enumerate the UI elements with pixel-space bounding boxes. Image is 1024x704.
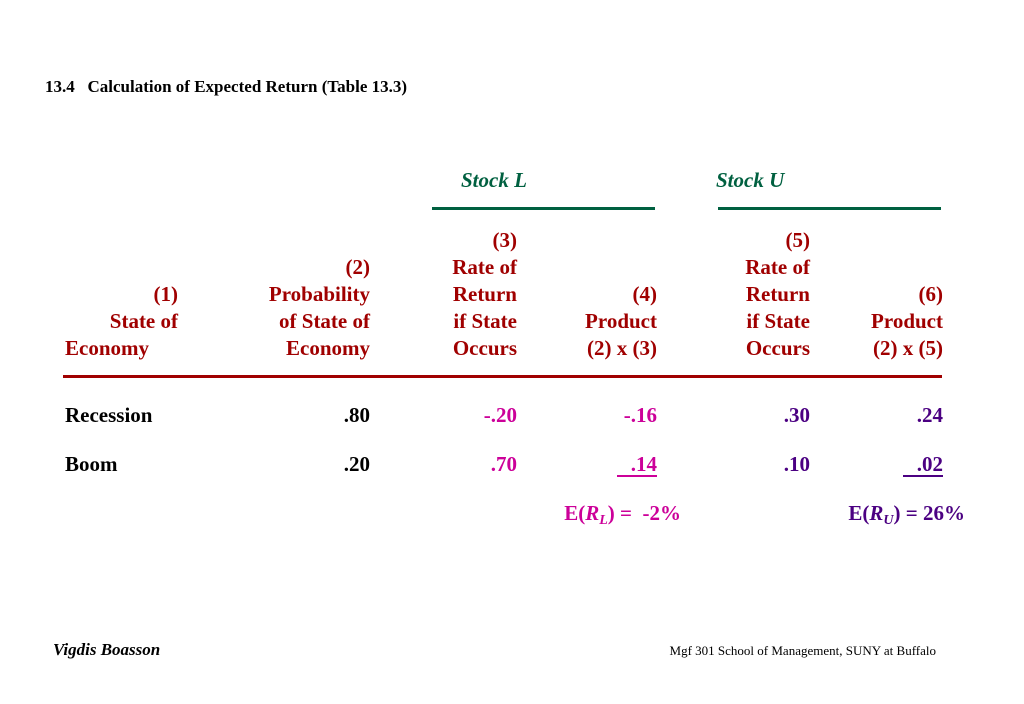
column-header: (2): [345, 255, 371, 279]
column-header: Rate of: [452, 255, 517, 279]
column-header: Product: [871, 309, 943, 333]
group-rule: [432, 207, 655, 210]
column-header: Economy: [65, 336, 149, 360]
sum-rule: [903, 475, 943, 477]
header-rule: [63, 375, 942, 378]
text: ) = -2%: [607, 501, 681, 525]
variable: R: [585, 501, 600, 525]
cell-value: -.20: [483, 403, 517, 427]
column-header: Occurs: [452, 336, 517, 360]
footer-author: Vigdis Boasson: [53, 640, 161, 659]
text: ) = 26%: [893, 501, 965, 525]
cell-value: .24: [916, 403, 943, 427]
column-header: Product: [585, 309, 657, 333]
expected-return: E(RL) = -2%: [564, 503, 681, 528]
cell-value: .02: [916, 452, 943, 476]
row-label: Recession: [65, 403, 153, 427]
column-header: (1): [153, 282, 179, 306]
expected-return: E(RU) = 26%: [848, 503, 965, 528]
variable: R: [869, 501, 884, 525]
cell-value: .80: [343, 403, 370, 427]
title: 13.4 Calculation of Expected Return (Tab…: [45, 77, 408, 96]
column-header: Probability: [268, 282, 370, 306]
column-header: State of: [109, 309, 178, 333]
column-header: (4): [632, 282, 658, 306]
text: E(: [564, 501, 586, 525]
group-header: Stock U: [716, 168, 785, 192]
column-header: (2) x (3): [587, 336, 657, 360]
cell-value: .10: [783, 452, 810, 476]
column-header: Return: [745, 282, 810, 306]
column-header: Economy: [286, 336, 370, 360]
column-header: (2) x (5): [873, 336, 943, 360]
cell-value: .20: [343, 452, 370, 476]
cell-value: .14: [630, 452, 657, 476]
column-header: Rate of: [745, 255, 810, 279]
footer-course: Mgf 301 School of Management, SUNY at Bu…: [669, 643, 936, 658]
column-header: of State of: [279, 309, 370, 333]
column-header: Occurs: [745, 336, 810, 360]
row-label: Boom: [65, 452, 118, 476]
column-header: if State: [453, 309, 517, 333]
text: E(: [848, 501, 870, 525]
cell-value: .30: [783, 403, 810, 427]
sum-rule: [617, 475, 657, 477]
group-header: Stock L: [461, 168, 527, 192]
group-rule: [718, 207, 941, 210]
column-header: (5): [785, 228, 811, 252]
column-header: if State: [746, 309, 810, 333]
column-header: Return: [452, 282, 517, 306]
subscript: L: [599, 513, 608, 528]
cell-value: .70: [490, 452, 517, 476]
cell-value: -.16: [623, 403, 657, 427]
subscript: U: [883, 513, 894, 528]
column-header: (6): [918, 282, 944, 306]
column-header: (3): [492, 228, 518, 252]
